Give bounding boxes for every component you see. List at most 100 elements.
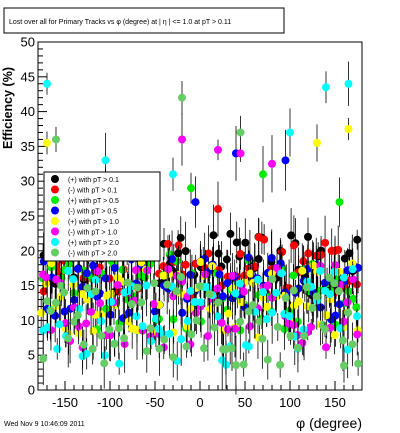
data-point [232, 238, 241, 247]
data-point [236, 149, 245, 158]
data-point [231, 324, 240, 333]
data-point [312, 292, 321, 301]
data-point [285, 312, 294, 321]
data-point [340, 254, 349, 263]
data-point [114, 324, 123, 333]
data-point [165, 329, 174, 338]
data-point [60, 307, 69, 316]
x-tick-label: 0 [196, 395, 203, 410]
legend: (+) with pT > 0.1 (-) with pT > 0.1 (+) wi… [43, 171, 161, 262]
data-point [42, 273, 51, 282]
data-point [244, 253, 253, 262]
data-point [43, 138, 51, 147]
data-point [320, 325, 329, 334]
x-tick-label: -150 [52, 395, 78, 410]
data-point [110, 339, 119, 348]
timestamp-footer: Wed Nov 9 10:46:09 2011 [4, 421, 85, 428]
x-tick-label: -100 [97, 395, 123, 410]
data-point [239, 360, 248, 369]
data-point [195, 282, 204, 291]
data-point [181, 260, 190, 269]
data-point [354, 359, 363, 368]
data-point [107, 297, 116, 306]
data-point [276, 360, 285, 369]
data-point [52, 135, 60, 144]
x-tick-label: 50 [238, 395, 252, 410]
data-point [268, 159, 276, 168]
data-point [154, 324, 163, 333]
data-point [174, 241, 183, 250]
data-point [143, 266, 152, 275]
legend-label: (+) with pT > 2.0 [68, 240, 119, 247]
data-point [222, 255, 231, 264]
x-axis-label: φ (degree) [296, 415, 362, 431]
data-point [322, 83, 330, 92]
data-point [260, 235, 269, 244]
data-point [196, 258, 205, 267]
data-point [236, 317, 245, 326]
data-point [221, 345, 230, 354]
data-point [200, 344, 209, 353]
data-point [236, 128, 245, 137]
data-point [281, 156, 290, 165]
data-point [244, 342, 253, 351]
data-point [176, 233, 185, 242]
data-point [343, 298, 352, 307]
legend-marker [51, 175, 59, 183]
data-point [89, 261, 98, 270]
data-point [353, 235, 362, 244]
data-point [239, 287, 248, 296]
data-point [348, 275, 357, 284]
data-point [205, 290, 214, 299]
data-point [78, 290, 87, 299]
legend-marker [51, 185, 59, 194]
data-point [325, 273, 334, 282]
y-tick-label: 50 [21, 35, 35, 50]
title-box [3, 7, 285, 34]
data-point [224, 309, 233, 318]
data-point [186, 270, 195, 279]
data-point [236, 249, 245, 258]
data-point [339, 317, 348, 326]
data-point [39, 287, 48, 296]
data-point [51, 298, 60, 307]
data-point [304, 249, 313, 258]
data-point [214, 205, 222, 214]
legend-label: (+) with pT > 0.5 [68, 198, 119, 205]
data-point [82, 319, 91, 328]
data-point [168, 255, 177, 264]
data-point [246, 269, 255, 278]
data-point [335, 198, 344, 207]
x-tick-label: 100 [279, 395, 301, 410]
data-point [334, 287, 343, 296]
data-point [322, 343, 331, 352]
legend-label: (+) with pT > 1.0 [68, 219, 119, 226]
data-point [316, 251, 325, 260]
data-point [272, 288, 281, 297]
legend-marker [51, 227, 59, 236]
data-point [268, 308, 277, 317]
data-point [273, 322, 282, 331]
data-point [289, 286, 298, 295]
series-7 [39, 61, 362, 390]
data-point [244, 307, 253, 316]
data-point [286, 128, 294, 137]
data-point [60, 288, 69, 297]
data-point [152, 314, 161, 323]
data-point [155, 344, 164, 353]
legend-marker [51, 196, 59, 204]
data-point [186, 287, 195, 296]
y-tick-label: 10 [21, 313, 35, 328]
data-point [176, 272, 185, 281]
data-point [226, 229, 235, 238]
data-point [227, 344, 236, 353]
data-point [348, 265, 357, 274]
data-point [203, 283, 212, 292]
data-point [300, 331, 309, 340]
legend-marker [51, 217, 59, 225]
data-point [331, 311, 340, 320]
data-point [258, 334, 267, 343]
data-point [100, 359, 109, 368]
data-point [231, 289, 240, 298]
data-point [138, 322, 147, 331]
